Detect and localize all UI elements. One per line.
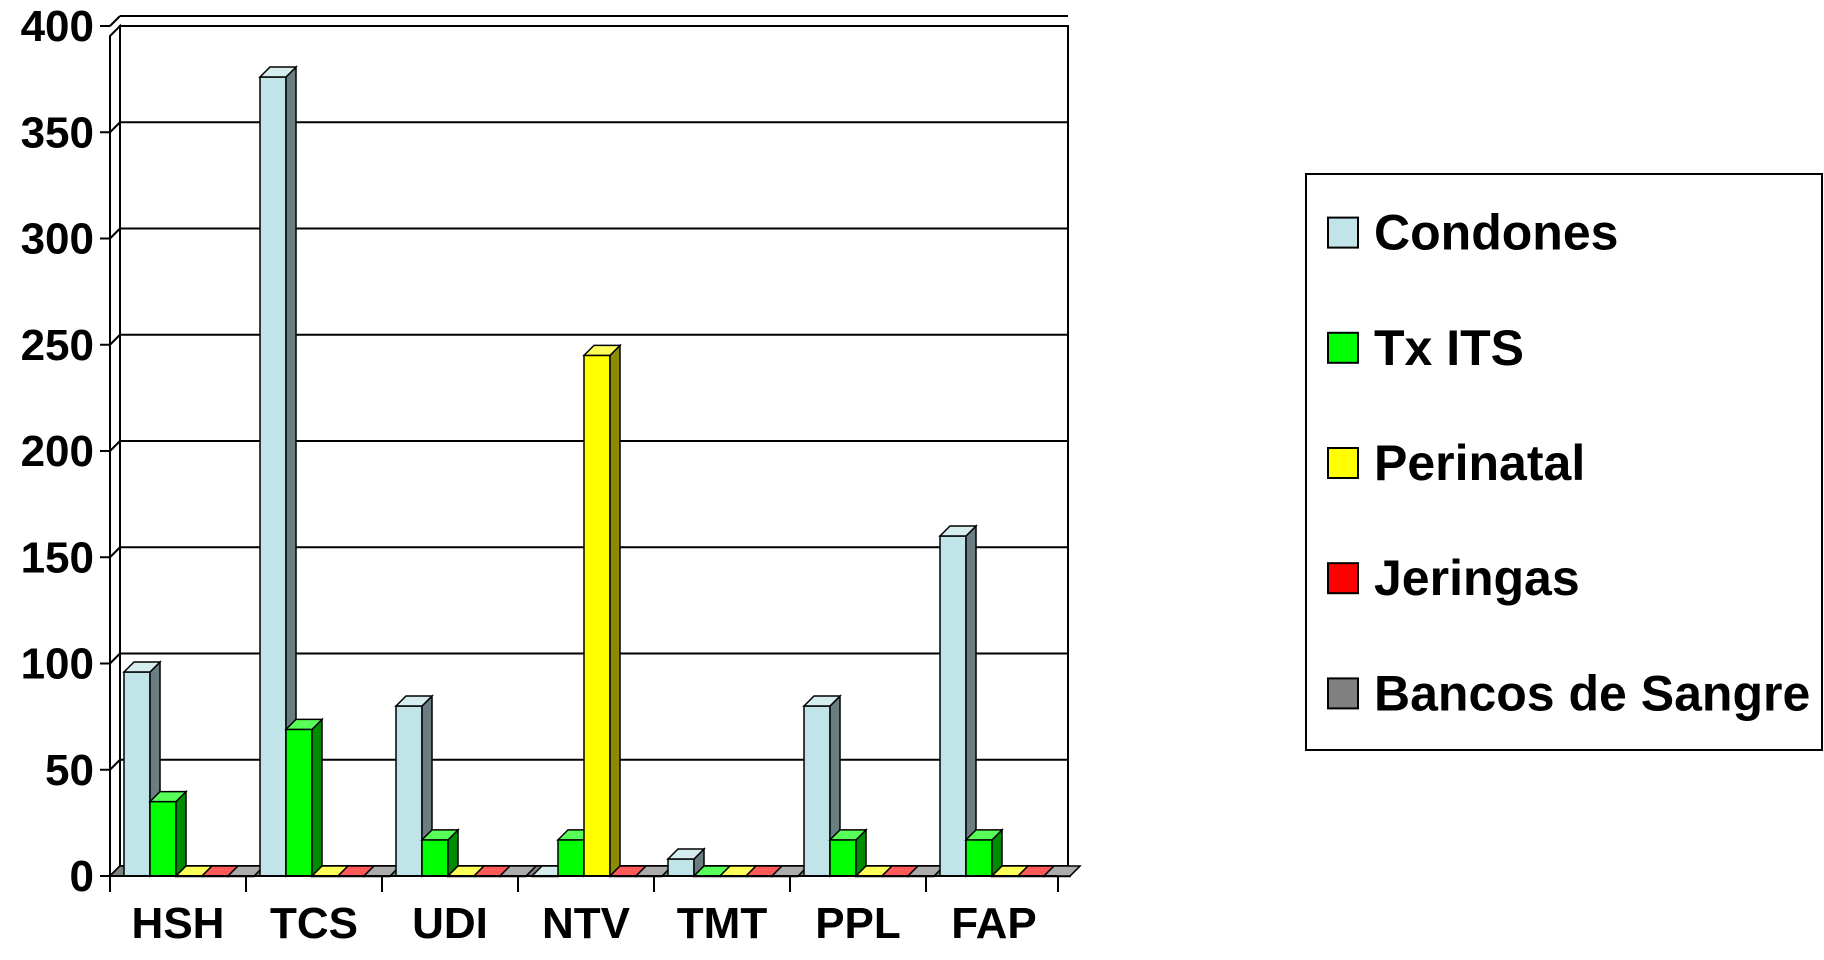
legend-swatch [1327, 216, 1359, 249]
bar-front [285, 728, 313, 877]
bar-top [582, 344, 622, 357]
y-tick-label: 300 [21, 215, 94, 264]
x-tick-label: PPL [815, 899, 901, 948]
bar-top [122, 661, 162, 673]
bar [394, 694, 434, 878]
bar-side [609, 343, 621, 878]
legend-item: Condones [1327, 205, 1618, 261]
x-tick-label: UDI [412, 899, 488, 948]
bar-front [583, 354, 611, 877]
y-tick-label: 100 [21, 640, 94, 689]
bar-front [395, 705, 423, 877]
y-tick-label: 400 [21, 2, 94, 51]
bar-top [964, 829, 1004, 841]
bar-front [965, 839, 993, 877]
bar-top [420, 829, 460, 841]
x-axis: HSH TCS UDI NTV TMT PPL FAP [109, 875, 1059, 948]
bar [420, 828, 460, 878]
bar [938, 524, 978, 878]
bar-top [1042, 865, 1082, 877]
gridline-side [109, 334, 121, 346]
y-tick-label: 50 [45, 746, 94, 795]
bar-front [667, 858, 695, 877]
legend-item: Perinatal [1327, 435, 1585, 491]
y-tick-label: 250 [21, 321, 94, 370]
x-tick-label: TCS [270, 899, 358, 948]
legend-swatch [1327, 677, 1359, 710]
bar-front [803, 705, 831, 877]
legend-label: Tx ITS [1374, 320, 1524, 376]
bar-front [557, 839, 585, 877]
legend-label: Perinatal [1374, 435, 1585, 491]
bar-top [938, 525, 978, 537]
legend-label: Condones [1374, 205, 1618, 261]
bar-top [258, 66, 298, 78]
x-tick-label: FAP [951, 899, 1037, 948]
bar [964, 828, 1004, 878]
bar-front [421, 839, 449, 877]
legend-item: Jeringas [1327, 550, 1580, 606]
y-tick-label: 350 [21, 108, 94, 157]
bar-side [175, 789, 187, 878]
legend-box [1305, 173, 1823, 751]
bar [828, 828, 868, 878]
gridline-side [109, 15, 121, 27]
bar [258, 65, 298, 878]
bar [284, 717, 324, 878]
bar-top [828, 829, 868, 841]
bar-front [829, 839, 857, 877]
y-tick-label: 0 [70, 852, 94, 901]
legend-label: Jeringas [1374, 550, 1580, 606]
bar [666, 847, 706, 878]
bar-top [802, 695, 842, 707]
bar-top [148, 790, 188, 803]
bar-top [666, 848, 706, 860]
side-wall [109, 23, 121, 879]
y-tick-label: 200 [21, 427, 94, 476]
x-tick-label: TMT [677, 899, 768, 948]
legend: Condones Tx ITS Perinatal Jeringas Bancos de… [1305, 173, 1823, 751]
legend-item: Tx ITS [1327, 320, 1524, 376]
gridline-side [109, 227, 121, 240]
legend-item: Bancos de Sangre [1327, 665, 1810, 721]
legend-swatch [1327, 447, 1359, 479]
bar-front [149, 800, 177, 877]
bar [582, 343, 622, 878]
bar [802, 694, 842, 878]
bar-top [394, 695, 434, 707]
bar-front [123, 671, 151, 877]
x-tick-label: NTV [542, 899, 631, 948]
bar-front [939, 535, 967, 877]
bar-side [965, 524, 977, 878]
gridline-side [109, 546, 121, 558]
bar-side [311, 717, 323, 878]
y-axis: 0 50 100 150 200 250 300 350 400 [21, 2, 111, 901]
legend-label: Bancos de Sangre [1374, 665, 1810, 721]
gridline-side [109, 121, 121, 133]
gridline-side [109, 652, 121, 665]
gridline-side [109, 759, 121, 771]
bar-top [284, 718, 324, 731]
bar-front [259, 76, 287, 877]
gridline-side [109, 440, 121, 452]
y-tick-label: 150 [21, 533, 94, 582]
x-tick-label: HSH [132, 899, 225, 948]
bar [148, 789, 188, 878]
legend-swatch [1327, 331, 1359, 364]
legend-swatch [1327, 562, 1359, 595]
